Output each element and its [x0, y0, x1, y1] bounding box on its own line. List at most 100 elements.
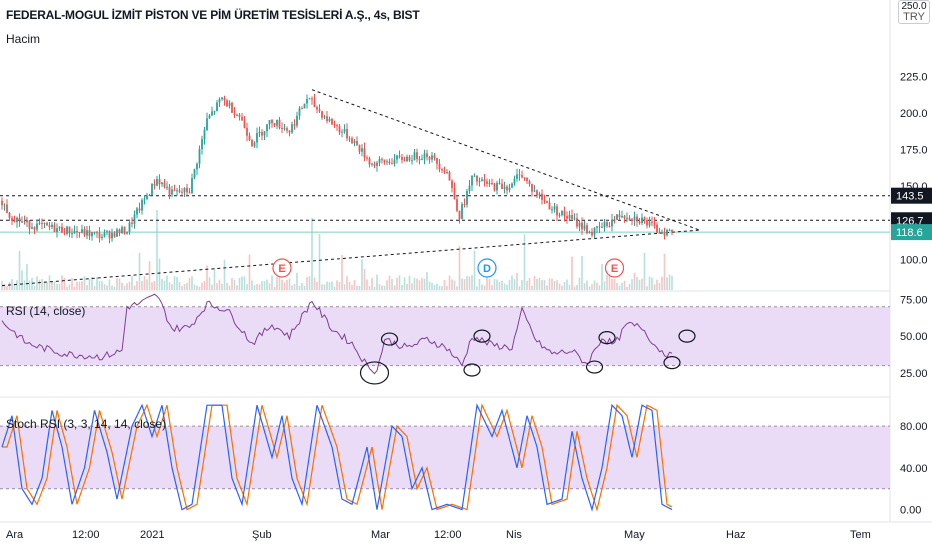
candle-body — [136, 208, 138, 215]
volume-bar — [363, 268, 366, 290]
candle-body — [411, 160, 413, 162]
volume-bar — [253, 285, 256, 290]
candle-body — [46, 222, 48, 226]
candle-body — [318, 109, 321, 112]
trendline[interactable] — [311, 89, 700, 231]
date-axis-label: Şub — [252, 529, 272, 541]
stoch-axis-tick: 80.00 — [900, 421, 928, 433]
volume-bar — [88, 279, 91, 290]
last-price-text: 118.6 — [896, 227, 923, 239]
candle-body — [566, 215, 568, 219]
volume-bar — [393, 285, 396, 290]
volume-bar — [436, 283, 438, 290]
annotation-circle[interactable] — [663, 356, 681, 370]
candle-body — [578, 222, 581, 227]
candle-body — [281, 127, 283, 129]
candle-body — [196, 163, 198, 170]
level-price-label[interactable] — [891, 187, 932, 204]
candle-body — [643, 217, 646, 220]
candle-body — [543, 199, 546, 202]
candle-body — [13, 220, 16, 223]
candle-body — [573, 218, 576, 220]
volume-bar — [496, 279, 498, 290]
volume-bar — [123, 286, 126, 290]
candle-body — [311, 98, 313, 100]
volume-bar — [566, 279, 568, 290]
candle-body — [141, 200, 143, 211]
candle-body — [128, 222, 131, 232]
volume-bar — [563, 282, 566, 290]
volume-bar — [268, 283, 271, 290]
volume-bar — [281, 279, 283, 290]
volume-bar — [476, 286, 478, 290]
annotation-circle[interactable] — [359, 361, 390, 385]
annotation-circle[interactable] — [473, 329, 491, 343]
event-badge-icon[interactable] — [272, 258, 292, 278]
volume-bar — [113, 286, 116, 290]
volume-bar — [391, 279, 393, 290]
annotation-circle[interactable] — [463, 363, 481, 377]
volume-bar — [628, 284, 631, 290]
volume-bar — [623, 280, 626, 290]
event-badge-letter: E — [278, 263, 285, 275]
volume-bar — [408, 275, 411, 290]
volume-bar — [246, 284, 248, 290]
annotation-circle[interactable] — [585, 360, 604, 374]
candle-body — [446, 172, 448, 174]
candle-body — [366, 157, 368, 159]
volume-bar — [441, 286, 443, 290]
candle-body — [191, 177, 193, 194]
annotation-circle[interactable] — [678, 329, 696, 343]
candle-body — [433, 155, 436, 159]
volume-bar — [498, 281, 501, 290]
volume-bar — [86, 285, 88, 290]
candle-body — [418, 159, 421, 161]
annotation-circle[interactable] — [380, 332, 399, 346]
volume-bar — [491, 285, 493, 290]
volume-bar — [41, 279, 43, 290]
candle-body — [416, 152, 418, 160]
volume-bar — [351, 284, 353, 290]
candle-body — [616, 214, 618, 220]
volume-bar — [56, 284, 58, 290]
volume-bar — [626, 286, 628, 290]
candle-body — [473, 175, 476, 177]
volume-bar — [538, 277, 541, 290]
candle-body — [461, 203, 463, 219]
candle-body — [131, 222, 133, 224]
volume-bar — [606, 275, 608, 290]
candle-body — [301, 108, 303, 110]
stoch-axis-tick: 40.00 — [900, 463, 928, 475]
candle-body — [228, 102, 231, 107]
volume-bar — [23, 280, 26, 290]
event-badge-icon[interactable] — [477, 258, 497, 278]
candle-body — [598, 226, 601, 228]
volume-bar — [421, 277, 423, 290]
volume-bar — [541, 280, 543, 290]
candle-body — [346, 129, 348, 139]
trendline[interactable] — [1, 229, 700, 287]
candle-body — [348, 138, 351, 140]
annotation-circle[interactable] — [598, 331, 616, 345]
volume-bar — [136, 281, 138, 290]
candle-body — [361, 148, 363, 152]
last-price-label[interactable] — [891, 224, 932, 241]
volume-bar — [423, 278, 426, 290]
candle-body — [36, 223, 38, 230]
currency-badge[interactable]: 250.0 TRY — [898, 0, 930, 24]
candle-body — [531, 184, 533, 192]
volume-bar — [318, 234, 321, 290]
volume-bar — [356, 285, 358, 290]
candle-body — [563, 210, 566, 216]
candle-body — [576, 218, 578, 227]
candle-body — [106, 231, 108, 233]
candle-body — [553, 206, 556, 210]
candle-body — [476, 175, 478, 182]
candle-body — [391, 163, 393, 165]
volume-bar — [398, 275, 401, 290]
event-badge-icon[interactable] — [604, 258, 625, 278]
volume-bar — [228, 285, 231, 290]
candle-body — [101, 236, 103, 239]
volume-bar — [111, 285, 113, 290]
